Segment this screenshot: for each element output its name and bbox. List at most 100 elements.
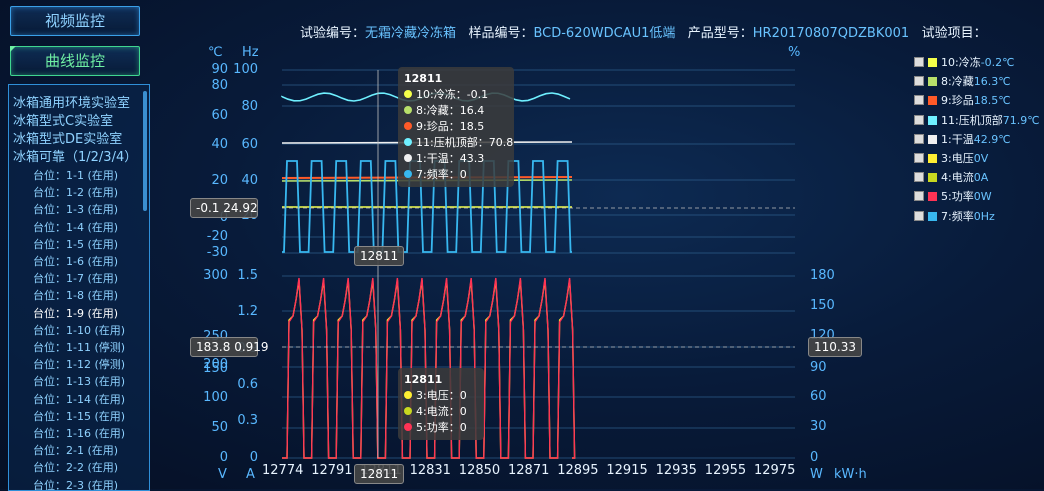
station-item[interactable]: 台位：1-7 (在用) — [33, 272, 119, 286]
legend-checkbox[interactable] — [914, 210, 924, 221]
tooltip-text: 1:干温：43.3 — [416, 152, 485, 165]
tooltip-bottom: 12811 3:电压：0 4:电流：0 5:功率：0 — [398, 368, 484, 440]
series-dot — [404, 154, 412, 162]
tooltip-row: 1:干温：43.3 — [404, 151, 508, 167]
legend-value: 16.3℃ — [973, 75, 1011, 89]
axis-unit-celsius: ℃ — [208, 45, 223, 60]
series-power — [282, 277, 576, 459]
legend-item[interactable]: 11:压机顶部71.9℃ — [914, 112, 1040, 128]
axis-unit-w: W — [810, 467, 823, 482]
axis-tick-label: 150 — [810, 298, 835, 313]
axis-tick-label: 0.6 — [237, 377, 258, 392]
series-dot — [404, 391, 412, 399]
axis-tick-label: 0 — [219, 450, 228, 465]
legend-value: 42.9℃ — [973, 132, 1011, 146]
station-item[interactable]: 台位：1-1 (在用) — [33, 169, 119, 182]
legend-checkbox[interactable] — [914, 114, 924, 125]
legend-item[interactable]: 3:电压0V — [914, 150, 988, 166]
tooltip-text: 9:珍品：18.5 — [416, 120, 485, 133]
legend-swatch — [928, 192, 937, 202]
curve-monitor-button[interactable]: 曲线监控 — [10, 46, 140, 76]
axis-tick-label: -20 — [206, 229, 228, 244]
tooltip-row: 11:压机顶部：70.8 — [404, 135, 513, 151]
station-item[interactable]: 台位：1-11 (停测) — [33, 341, 126, 355]
axis-tick-label: 90 — [810, 360, 827, 375]
legend-name: 7:频率 — [941, 209, 974, 223]
legend-checkbox[interactable] — [914, 95, 924, 106]
station-item[interactable]: 台位：1-2 (在用) — [33, 186, 119, 200]
legend-item[interactable]: 10:冷冻-0.2℃ — [914, 54, 1015, 70]
station-item[interactable]: 台位：1-9 (在用) — [33, 306, 119, 320]
x-tick-label: 12871 — [508, 463, 550, 478]
legend-swatch — [928, 58, 937, 67]
station-item[interactable]: 台位：1-5 (在用) — [33, 237, 119, 251]
lab-item[interactable]: 冰箱可靠（1/2/3/4） — [13, 150, 138, 165]
legend-item[interactable]: 8:冷藏16.3℃ — [914, 73, 1011, 89]
legend-swatch — [928, 154, 937, 163]
sidebar-scrollbar[interactable] — [143, 91, 147, 211]
legend-checkbox[interactable] — [914, 57, 924, 67]
station-item[interactable]: 台位：1-14 (在用) — [33, 392, 126, 406]
sample-label: 样品编号： — [468, 26, 534, 41]
legend-checkbox[interactable] — [914, 172, 924, 183]
axis-unit-percent: % — [788, 45, 801, 60]
legend-swatch — [928, 134, 937, 144]
station-item[interactable]: 台位：2-3 (在用) — [33, 478, 119, 491]
tag-value: 0.919 — [234, 340, 269, 354]
station-item[interactable]: 台位：1-6 (在用) — [33, 255, 119, 269]
lab-item[interactable]: 冰箱型式DE实验室 — [13, 132, 123, 147]
x-tick-label: 12915 — [606, 463, 648, 478]
axis-tick-label: 40 — [211, 137, 228, 152]
legend-name: 9:珍品 — [941, 94, 974, 108]
axis-tick-label: 1.5 — [237, 268, 258, 283]
legend-item[interactable]: 5:功率0W — [914, 188, 992, 204]
legend-item[interactable]: 4:电流0A — [914, 169, 988, 185]
x-tick-label: 12791 — [311, 463, 353, 478]
station-item[interactable]: 台位：1-16 (在用) — [33, 427, 126, 441]
test-no-label: 试验编号： — [300, 26, 366, 41]
legend-checkbox[interactable] — [914, 133, 924, 144]
legend-item[interactable]: 7:频率0Hz — [914, 208, 995, 224]
axis-tick-label: 100 — [203, 390, 228, 405]
series-dot — [404, 407, 412, 415]
legend-item[interactable]: 1:干温42.9℃ — [914, 131, 1011, 147]
tooltip-title: 12811 — [404, 72, 443, 85]
station-item[interactable]: 台位：1-3 (在用) — [33, 203, 119, 217]
crosshair-tag-bottom-right: 110.33 — [808, 337, 862, 357]
station-item[interactable]: 台位：1-15 (在用) — [33, 409, 126, 423]
station-item[interactable]: 台位：1-4 (在用) — [33, 220, 119, 234]
tooltip-top: 12811 10:冷冻：-0.1 8:冷藏：16.4 9:珍品：18.5 11:压机顶… — [398, 67, 514, 187]
station-item[interactable]: 台位：1-8 (在用) — [33, 289, 119, 303]
legend-name: 4:电流 — [941, 171, 974, 185]
station-item[interactable]: 台位：2-1 (在用) — [33, 444, 119, 458]
tooltip-title: 12811 — [404, 373, 443, 386]
lab-item[interactable]: 冰箱通用环境实验室 — [13, 96, 131, 111]
legend-value: 18.5℃ — [973, 94, 1011, 108]
legend-item[interactable]: 9:珍品18.5℃ — [914, 92, 1011, 108]
x-tick-label: 12935 — [655, 463, 697, 478]
x-tick-label: 12975 — [754, 463, 796, 478]
legend-name: 5:功率 — [941, 190, 974, 204]
legend-swatch — [928, 96, 937, 106]
legend-name: 1:干温 — [941, 132, 974, 146]
video-monitor-button[interactable]: 视频监控 — [10, 6, 140, 36]
tag-value: 183.8 — [196, 340, 231, 354]
axis-tick-label: 200 — [203, 357, 228, 372]
station-item[interactable]: 台位：1-12 (停测) — [33, 358, 126, 372]
video-monitor-label: 视频监控 — [44, 12, 105, 30]
station-item[interactable]: 台位：1-10 (在用) — [33, 323, 126, 337]
axis-tick-label: 100 — [233, 62, 258, 77]
legend-checkbox[interactable] — [914, 153, 924, 163]
legend-name: 8:冷藏 — [941, 75, 974, 89]
lab-item[interactable]: 冰箱型式C实验室 — [13, 114, 114, 129]
axis-tick-label: 0 — [810, 450, 819, 465]
station-item[interactable]: 台位：1-13 (在用) — [33, 375, 126, 389]
legend-checkbox[interactable] — [914, 76, 924, 87]
axis-tick-label: -30 — [206, 245, 228, 260]
tooltip-row: 7:频率：0 — [404, 167, 508, 183]
legend-checkbox[interactable] — [914, 191, 924, 202]
series-frequency — [282, 160, 572, 253]
station-item[interactable]: 台位：2-2 (在用) — [33, 461, 119, 475]
tag-value: -0.1 — [196, 201, 220, 215]
